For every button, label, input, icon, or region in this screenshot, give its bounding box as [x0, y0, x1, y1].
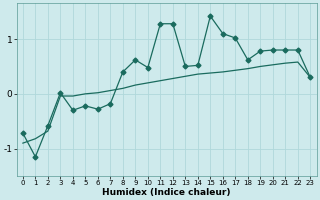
X-axis label: Humidex (Indice chaleur): Humidex (Indice chaleur) — [102, 188, 231, 197]
